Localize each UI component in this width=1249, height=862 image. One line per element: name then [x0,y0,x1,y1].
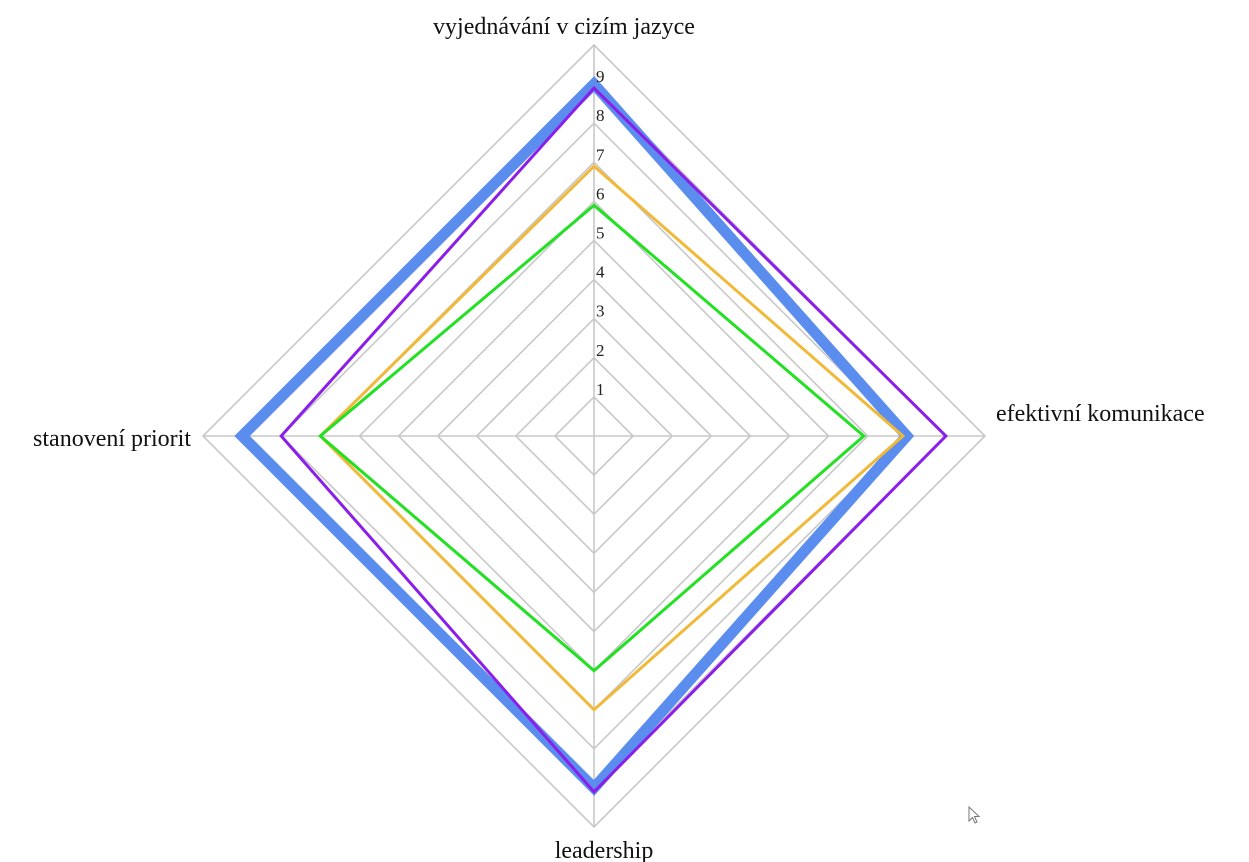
tick-label: 6 [596,184,605,203]
tick-label: 7 [596,145,605,164]
tick-label: 9 [596,67,605,86]
tick-label: 1 [596,380,605,399]
mouse-pointer-icon [968,806,981,824]
tick-label: 4 [596,263,605,282]
axis-label-top: vyjednávání v cizím jazyce [433,14,695,40]
axis-label-left: stanovení priorit [33,426,191,452]
tick-label: 5 [596,224,605,243]
radar-ticks: 1 2 3 4 5 6 7 8 9 [596,67,605,399]
axis-label-bottom: leadership [555,838,654,862]
axis-labels: vyjednávání v cizím jazyce efektivní kom… [33,14,1205,862]
radar-axes [203,45,985,827]
radar-series [234,76,949,796]
series-polygon-3 [317,203,867,673]
series-polygon-1 [279,85,949,795]
axis-label-right: efektivní komunikace [996,401,1205,427]
series-polygon-2 [318,164,906,712]
tick-label: 8 [596,106,605,125]
series-polygon-0 [234,76,915,796]
tick-label: 3 [596,302,605,321]
tick-label: 2 [596,341,605,360]
